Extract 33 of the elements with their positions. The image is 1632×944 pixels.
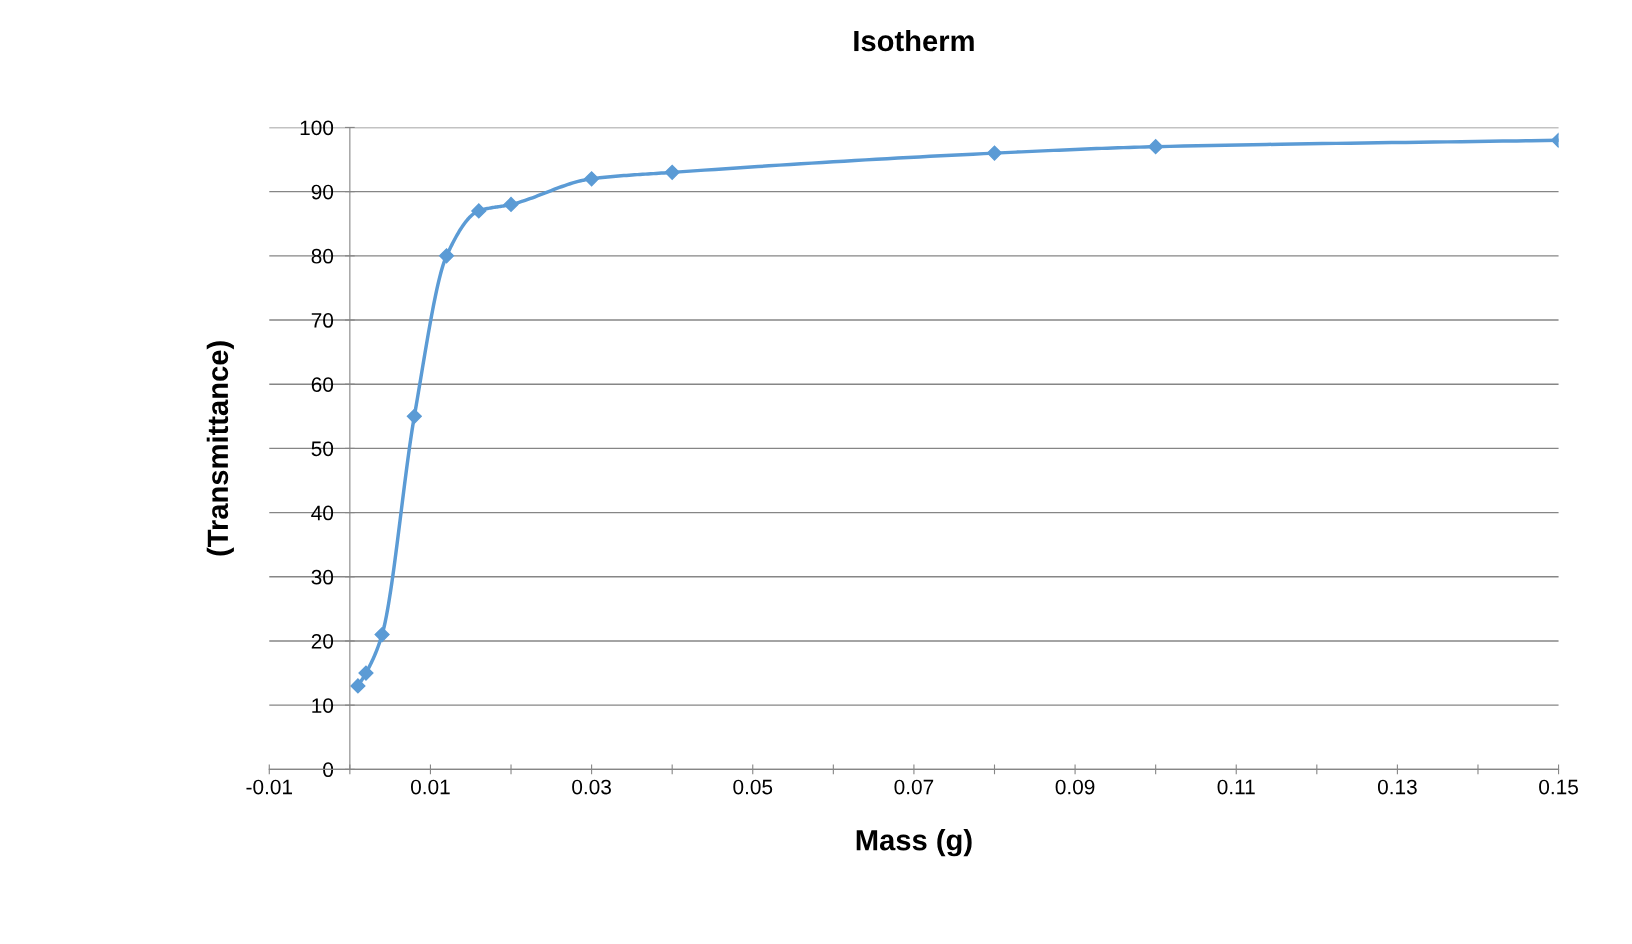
y-tick-label: 70 [311,313,334,328]
point [986,145,1003,161]
point [1148,139,1164,155]
point [358,665,374,681]
x-tick-label: 0.01 [410,779,450,795]
x-tick-label: 0.11 [1217,779,1255,795]
x-tick-label: -0.01 [246,779,293,795]
x-tick-label: 0.07 [894,779,934,795]
x-tick-label: 0.13 [1377,779,1417,795]
x-tick-label: 0.03 [572,779,611,795]
y-tick-label: 100 [300,120,334,136]
chart-title: Isotherm [854,29,974,52]
point [374,626,390,643]
y-tick-label: 50 [311,441,334,457]
point [471,203,487,219]
y-tick-label: 80 [311,248,334,264]
point [503,196,519,213]
point [406,408,422,424]
x-tick-label: 0.09 [1055,779,1095,795]
y-tick-label: 60 [311,377,334,392]
y-tick-label: 40 [311,505,334,521]
y-tick-label: 20 [311,633,334,649]
point [664,164,680,180]
y-tick-label: 90 [311,184,334,200]
y-axis-title: (Transmittance) [206,341,234,556]
x-tick-label: 0.05 [733,779,773,795]
x-axis-title: Mass (g) [856,829,972,857]
x-tick-label: 0.15 [1539,779,1578,795]
y-tick-label: 30 [311,569,334,585]
y-tick-label: 10 [312,698,334,713]
point [438,248,455,264]
point [584,171,600,187]
point [350,678,366,694]
